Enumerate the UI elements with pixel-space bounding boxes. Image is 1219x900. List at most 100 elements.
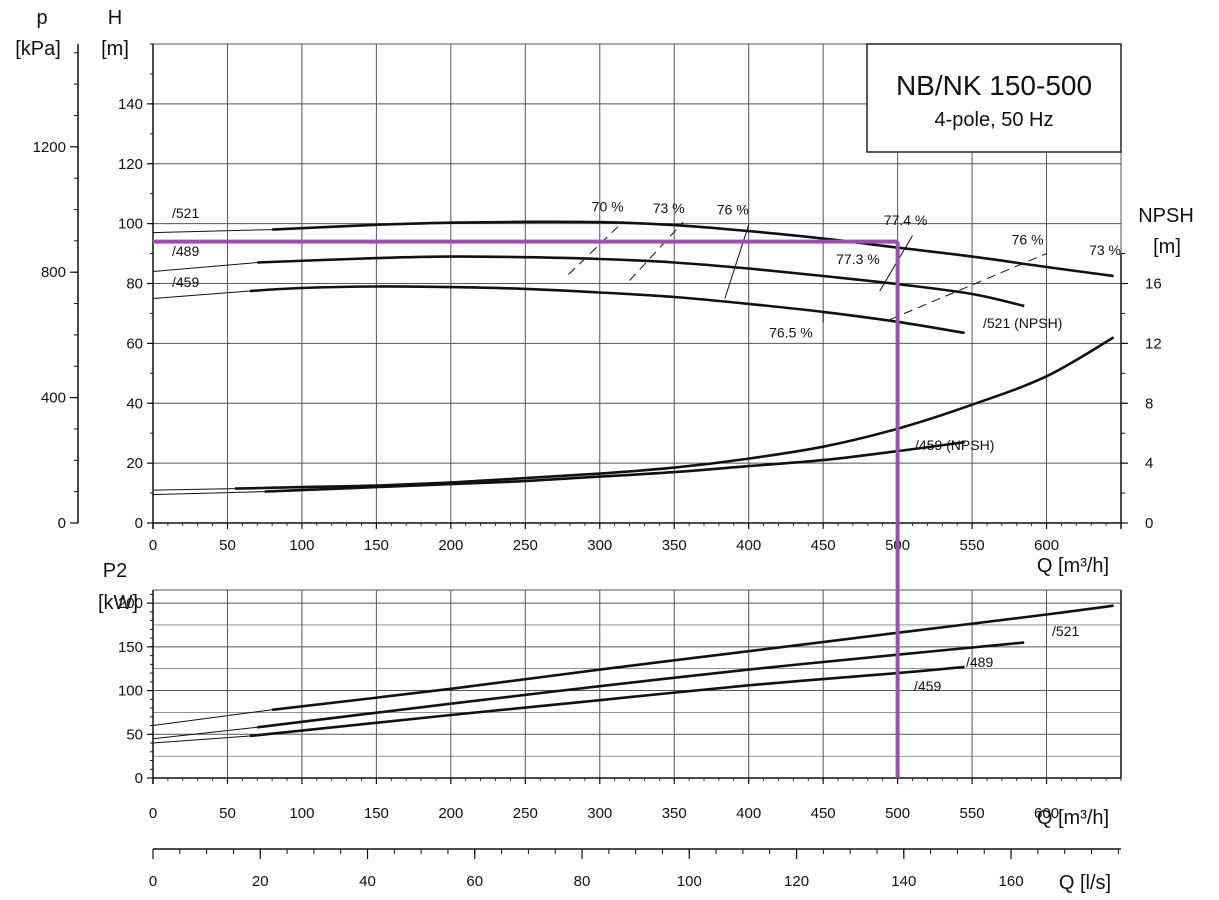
npsh-tick-label-8: 8 — [1145, 395, 1153, 412]
efficiency-iso-line-1 — [629, 221, 684, 281]
power-x-tick-label-450: 450 — [811, 805, 836, 822]
h-tick-label-80: 80 — [126, 276, 143, 293]
ls-tick-label-80: 80 — [574, 873, 591, 890]
head-curve-459-npsh — [264, 440, 965, 493]
head-x-tick-label-300: 300 — [587, 537, 612, 554]
h-tick-label-120: 120 — [118, 156, 143, 173]
p2-tick-label-100: 100 — [118, 683, 143, 700]
efficiency-label-4: 76 % — [1012, 232, 1044, 248]
npsh-tick-label-0: 0 — [1145, 515, 1153, 532]
power-x-axis-label: Q [m³/h] — [1037, 807, 1109, 829]
head-curve-thin-521 — [152, 229, 273, 234]
h-tick-label-40: 40 — [126, 395, 143, 412]
efficiency-label-1: 73 % — [653, 200, 685, 216]
head-x-axis-label: Q [m³/h] — [1037, 555, 1109, 577]
p2-tick-label-150: 150 — [118, 639, 143, 656]
npsh-axis-label: NPSH — [1138, 205, 1194, 227]
power-x-tick-label-200: 200 — [438, 805, 463, 822]
efficiency-iso-line-4 — [889, 253, 1047, 320]
ls-tick-label-40: 40 — [359, 873, 376, 890]
h-tick-label-140: 140 — [118, 96, 143, 113]
ls-tick-label-100: 100 — [677, 873, 702, 890]
power-x-tick-label-0: 0 — [149, 805, 157, 822]
head-curve-label-459-npsh: /459 (NPSH) — [915, 437, 994, 453]
curve-labels: /521/489/459/521 (NPSH) /459 (NPSH) /521/4… — [172, 199, 1121, 694]
p2-tick-label-50: 50 — [126, 726, 143, 743]
ls-tick-label-0: 0 — [149, 873, 157, 890]
curves — [152, 220, 1115, 744]
power-curve-459 — [249, 665, 965, 738]
p-axis-label: p — [36, 7, 47, 29]
head-x-tick-label-400: 400 — [736, 537, 761, 554]
ls-tick-label-160: 160 — [999, 873, 1024, 890]
power-curve-489 — [257, 641, 1025, 729]
power-x-tick-label-500: 500 — [885, 805, 910, 822]
head-curve-489 — [257, 255, 1025, 308]
power-curve-label-489: /489 — [966, 654, 993, 670]
p2-axis-label: P2 — [103, 560, 127, 582]
p-tick-label-1200: 1200 — [33, 139, 66, 156]
power-x-tick-label-400: 400 — [736, 805, 761, 822]
p-tick-label-0: 0 — [58, 515, 66, 532]
head-x-tick-label-100: 100 — [289, 537, 314, 554]
power-grid — [152, 589, 1122, 779]
ls-tick-label-20: 20 — [252, 873, 269, 890]
power-curve-521 — [271, 604, 1114, 712]
head-x-tick-label-200: 200 — [438, 537, 463, 554]
power-curve-label-521: /521 — [1052, 623, 1079, 639]
power-x-tick-label-300: 300 — [587, 805, 612, 822]
h-tick-label-0: 0 — [135, 515, 143, 532]
head-curve-459 — [249, 285, 965, 335]
h-tick-label-60: 60 — [126, 335, 143, 352]
chart-subtitle: 4-pole, 50 Hz — [935, 109, 1054, 131]
efficiency-iso-line-2 — [724, 224, 750, 299]
ls-tick-label-60: 60 — [466, 873, 483, 890]
head-curve-thin-459 — [152, 290, 250, 299]
head-curve-521 — [272, 220, 1114, 278]
head-curve-label-489: /489 — [172, 243, 199, 259]
ls-axis-label: Q [l/s] — [1059, 872, 1111, 894]
head-curve-label-521-npsh: /521 (NPSH) — [983, 315, 1062, 331]
power-x-tick-label-250: 250 — [513, 805, 538, 822]
p2-axis-unit: [kW] — [98, 592, 138, 614]
chart-title: NB/NK 150-500 — [896, 70, 1092, 101]
npsh-tick-label-12: 12 — [1145, 335, 1162, 352]
p-tick-label-400: 400 — [41, 390, 66, 407]
head-curve-521-npsh — [234, 336, 1115, 490]
p2-tick-label-200: 200 — [118, 595, 143, 612]
head-curve-label-521: /521 — [172, 205, 199, 221]
h-axis-unit: [m] — [101, 38, 129, 60]
npsh-tick-label-16: 16 — [1145, 276, 1162, 293]
npsh-axis-unit: [m] — [1153, 236, 1181, 258]
head-x-tick-label-450: 450 — [811, 537, 836, 554]
efficiency-label-2: 76 % — [717, 202, 749, 218]
power-x-tick-label-350: 350 — [662, 805, 687, 822]
head-curve-thin-459-npsh — [152, 491, 265, 496]
title-box: NB/NK 150-500 4-pole, 50 Hz — [866, 43, 1122, 153]
h-axis-label: H — [108, 7, 122, 29]
power-curve-thin-489 — [152, 726, 258, 740]
head-x-tick-label-550: 550 — [960, 537, 985, 554]
head-x-tick-label-250: 250 — [513, 537, 538, 554]
power-x-tick-label-50: 50 — [219, 805, 236, 822]
p-tick-label-800: 800 — [41, 264, 66, 281]
efficiency-label-7: 76.5 % — [769, 324, 813, 340]
power-curve-thin-459 — [152, 735, 250, 744]
power-curve-label-459: /459 — [914, 678, 941, 694]
p2-tick-label-0: 0 — [135, 770, 143, 787]
efficiency-label-0: 70 % — [592, 199, 624, 215]
power-x-tick-label-600: 600 — [1034, 805, 1059, 822]
efficiency-label-6: 77.3 % — [836, 251, 880, 267]
efficiency-iso-line-0 — [568, 220, 624, 275]
head-curve-label-459: /459 — [172, 274, 199, 290]
efficiency-label-3: 77.4 % — [884, 212, 928, 228]
head-curve-thin-521-npsh — [152, 488, 235, 491]
ls-tick-label-140: 140 — [891, 873, 916, 890]
power-x-tick-label-550: 550 — [960, 805, 985, 822]
efficiency-label-5: 73 % — [1089, 242, 1121, 258]
power-curve-thin-521 — [152, 709, 273, 726]
head-x-tick-label-350: 350 — [662, 537, 687, 554]
power-x-tick-label-100: 100 — [289, 805, 314, 822]
